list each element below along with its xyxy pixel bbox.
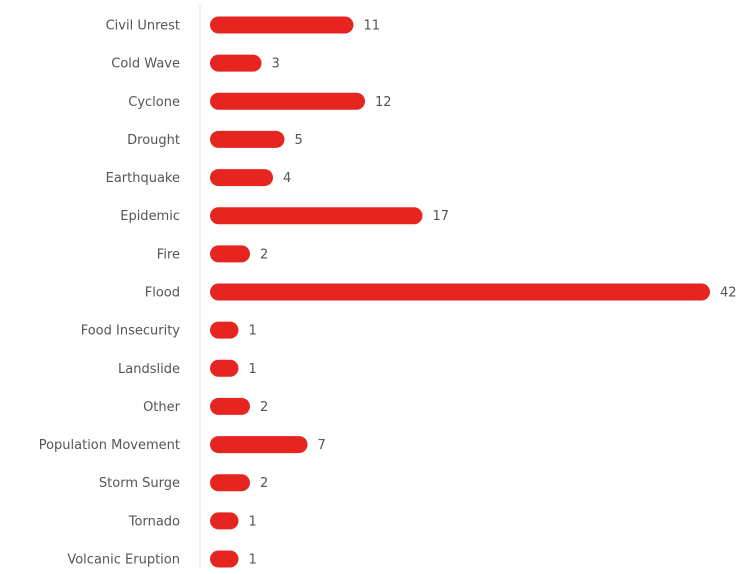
value-label: 42 — [720, 286, 737, 301]
bar — [210, 169, 273, 187]
value-label: 2 — [260, 400, 268, 415]
category-label: Food Insecurity — [81, 324, 181, 339]
bar — [210, 92, 365, 110]
category-label: Other — [143, 400, 181, 415]
value-label: 4 — [283, 171, 291, 186]
value-label: 3 — [272, 57, 280, 72]
category-label: Population Movement — [39, 438, 180, 453]
value-label: 7 — [318, 438, 326, 453]
value-label: 11 — [364, 19, 381, 34]
bar — [210, 16, 354, 34]
category-label: Landslide — [118, 362, 180, 377]
bar — [210, 512, 239, 530]
category-label: Cold Wave — [111, 57, 180, 72]
category-label: Cyclone — [128, 95, 180, 110]
bar — [210, 359, 239, 377]
bar — [210, 54, 262, 72]
category-label: Epidemic — [120, 209, 180, 224]
bar — [210, 321, 239, 339]
category-label: Fire — [157, 247, 180, 262]
bar — [210, 474, 250, 492]
category-label: Drought — [127, 133, 180, 148]
value-label: 1 — [249, 553, 257, 568]
bar — [210, 130, 285, 148]
category-label: Volcanic Eruption — [67, 553, 180, 568]
bar — [210, 283, 710, 301]
bar — [210, 397, 250, 415]
value-label: 17 — [433, 209, 450, 224]
value-label: 1 — [249, 362, 257, 377]
category-label: Storm Surge — [99, 476, 180, 491]
category-label: Tornado — [128, 514, 180, 529]
category-label: Flood — [145, 286, 180, 301]
category-label: Civil Unrest — [106, 19, 180, 34]
value-label: 12 — [375, 95, 392, 110]
bar — [210, 436, 308, 454]
value-label: 1 — [249, 514, 257, 529]
value-label: 2 — [260, 476, 268, 491]
bar — [210, 245, 250, 263]
value-label: 5 — [295, 133, 303, 148]
bar — [210, 207, 423, 225]
value-label: 1 — [249, 324, 257, 339]
value-label: 2 — [260, 247, 268, 262]
bar — [210, 550, 239, 568]
category-label: Earthquake — [106, 171, 180, 186]
